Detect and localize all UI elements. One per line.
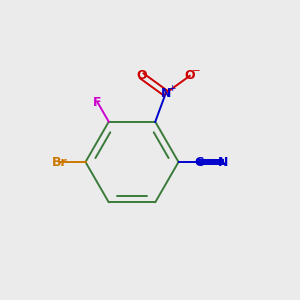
Text: N: N — [218, 155, 228, 169]
Text: O: O — [136, 69, 147, 82]
Text: F: F — [93, 96, 102, 109]
Text: Br: Br — [52, 155, 68, 169]
Text: −: − — [192, 66, 201, 76]
Text: O: O — [184, 69, 195, 82]
Text: C: C — [194, 155, 203, 169]
Text: N: N — [160, 87, 171, 100]
Text: +: + — [168, 84, 176, 93]
